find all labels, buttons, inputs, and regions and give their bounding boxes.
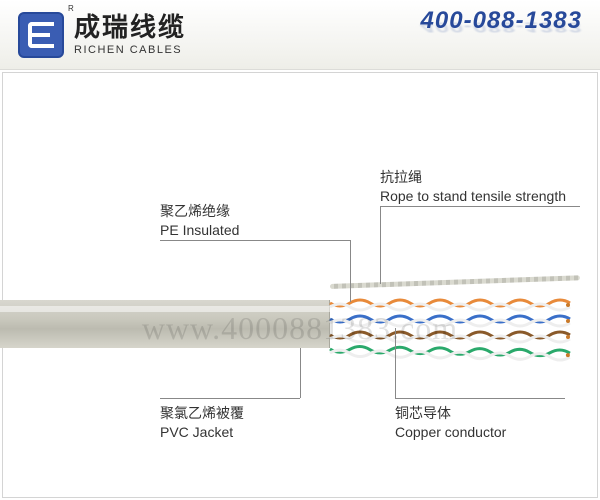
jacket-highlight <box>0 306 330 312</box>
brand-logo <box>18 12 64 58</box>
callout-line-copper-h <box>395 398 565 399</box>
label-rope-en: Rope to stand tensile strength <box>380 187 566 206</box>
label-copper: 铜芯导体 Copper conductor <box>395 404 506 442</box>
callout-line-copper-v <box>395 328 396 398</box>
twist-svg <box>330 301 570 309</box>
brand-name-cn: 成瑞线缆 <box>74 13 186 42</box>
wire-pair-blue <box>330 312 570 320</box>
twist-svg <box>330 333 570 341</box>
brand-text: 成瑞线缆 RICHEN CABLES <box>74 13 186 56</box>
twist-svg <box>330 317 570 325</box>
callout-line-pe-h <box>160 240 350 241</box>
wire-pair-brown <box>330 328 570 336</box>
diagram-frame <box>2 72 598 498</box>
label-pe: 聚乙烯绝缘 PE Insulated <box>160 202 239 240</box>
phone-block: 400-088-1383 400-088-1383 <box>421 7 582 63</box>
wire-pair-orange <box>330 296 570 304</box>
label-pvc-cn: 聚氯乙烯被覆 <box>160 404 244 423</box>
phone-reflection: 400-088-1383 <box>421 18 582 35</box>
label-rope-cn: 抗拉绳 <box>380 168 566 187</box>
label-pvc: 聚氯乙烯被覆 PVC Jacket <box>160 404 244 442</box>
callout-line-pvc-v <box>300 348 301 398</box>
callout-line-pe-v <box>350 240 351 302</box>
brand-name-en: RICHEN CABLES <box>74 44 186 56</box>
logo-e-icon <box>28 22 54 48</box>
label-pe-en: PE Insulated <box>160 221 239 240</box>
label-pe-cn: 聚乙烯绝缘 <box>160 202 239 221</box>
callout-line-pvc-h <box>160 398 300 399</box>
registered-mark: R <box>68 4 74 13</box>
label-pvc-en: PVC Jacket <box>160 423 244 442</box>
label-rope: 抗拉绳 Rope to stand tensile strength <box>380 168 566 206</box>
label-copper-en: Copper conductor <box>395 423 506 442</box>
callout-line-rope-v <box>380 206 381 284</box>
header: R 成瑞线缆 RICHEN CABLES 400-088-1383 400-08… <box>0 0 600 70</box>
callout-line-rope-h <box>380 206 580 207</box>
label-copper-cn: 铜芯导体 <box>395 404 506 423</box>
cable-diagram: 抗拉绳 Rope to stand tensile strength 聚乙烯绝缘… <box>0 70 600 500</box>
